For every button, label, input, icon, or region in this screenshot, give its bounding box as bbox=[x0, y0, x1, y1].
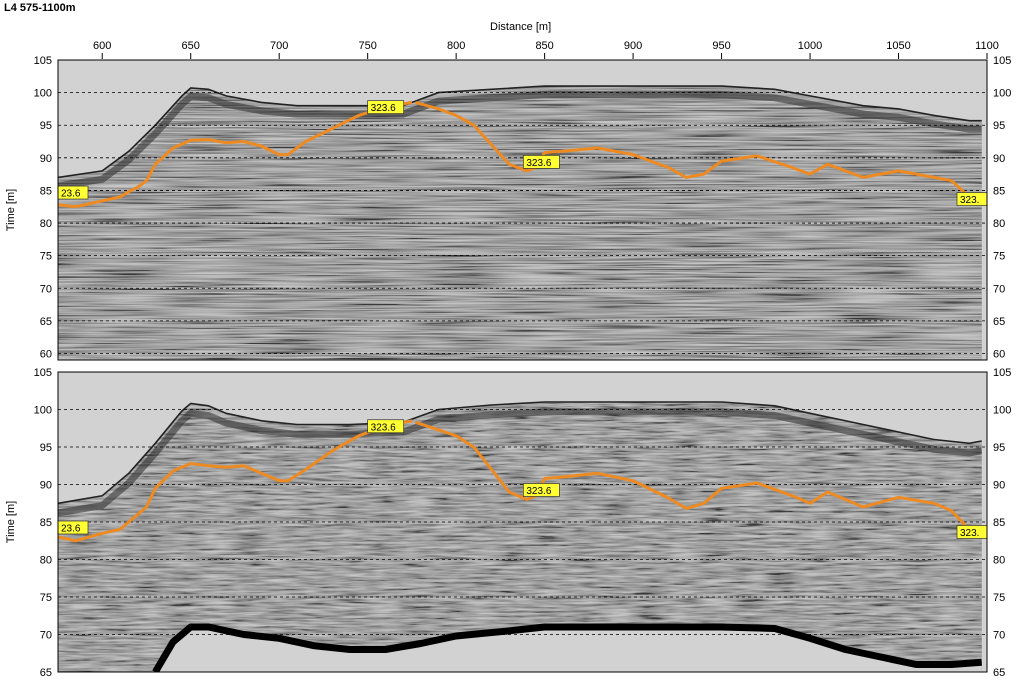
y-tick-label-right-9: 105 bbox=[993, 55, 1011, 67]
horizon-marker-2: 323.6 bbox=[523, 155, 560, 169]
y-axis-label: Time [m] bbox=[5, 501, 17, 543]
horizon-line-1 bbox=[414, 100, 979, 202]
y-tick-label-right-8: 100 bbox=[993, 88, 1011, 100]
y-tick-label-left-4: 80 bbox=[40, 218, 52, 230]
y-tick-label-right-5: 85 bbox=[993, 185, 1005, 197]
y-tick-label-left-4: 85 bbox=[40, 517, 52, 529]
horizon-marker-3: 323. bbox=[956, 525, 987, 539]
plot-frame bbox=[57, 371, 988, 673]
y-tick-label-right-4: 85 bbox=[993, 517, 1005, 529]
horizon-marker-1: 323.6 bbox=[367, 100, 405, 114]
y-tick-label-left-0: 65 bbox=[40, 667, 52, 679]
y-tick-label-left-5: 85 bbox=[40, 185, 52, 197]
horizon-marker-1: 323.6 bbox=[367, 419, 405, 433]
y-tick-label-right-5: 90 bbox=[993, 480, 1005, 492]
horizon-line-0 bbox=[58, 419, 413, 543]
y-tick-label-right-2: 70 bbox=[993, 283, 1005, 295]
y-tick-label-right-6: 95 bbox=[993, 442, 1005, 454]
marker-label: 23.6 bbox=[61, 189, 81, 200]
marker-label: 23.6 bbox=[61, 524, 81, 535]
surface-reflector bbox=[58, 85, 982, 179]
y-tick-label-left-7: 95 bbox=[40, 120, 52, 132]
x-axis-label: Distance [m] bbox=[490, 21, 552, 33]
y-tick-label-left-3: 75 bbox=[40, 251, 52, 263]
x-tick-label-8: 1000 bbox=[798, 40, 822, 52]
y-tick-label-left-7: 100 bbox=[34, 405, 52, 417]
x-tick-label-6: 900 bbox=[624, 40, 642, 52]
y-tick-label-left-1: 65 bbox=[40, 316, 52, 328]
marker-label: 323. bbox=[960, 195, 979, 206]
y-tick-label-left-6: 95 bbox=[40, 442, 52, 454]
x-tick-label-7: 950 bbox=[712, 40, 730, 52]
plot-area: 23.6 323.6 323.6 323. bbox=[58, 60, 987, 360]
marker-label: 323. bbox=[960, 528, 979, 539]
chart-title: L4 575-1100m bbox=[4, 2, 76, 14]
radar-signal bbox=[58, 86, 982, 360]
y-tick-label-left-0: 60 bbox=[40, 348, 52, 360]
x-tick-label-2: 700 bbox=[270, 40, 288, 52]
marker-label: 323.6 bbox=[526, 158, 551, 169]
y-tick-label-left-2: 70 bbox=[40, 283, 52, 295]
y-tick-label-right-7: 95 bbox=[993, 120, 1005, 132]
x-tick-label-3: 750 bbox=[358, 40, 376, 52]
y-tick-label-left-3: 80 bbox=[40, 555, 52, 567]
y-tick-label-left-5: 90 bbox=[40, 480, 52, 492]
surface-reflector bbox=[58, 401, 982, 505]
basement-area bbox=[155, 627, 982, 672]
marker-label: 323.6 bbox=[371, 103, 396, 114]
x-tick-label-0: 600 bbox=[93, 40, 111, 52]
panel-top: 23.6 323.6 323.6 323. 60 60 65 65 70 70 75 75 80 80 85… bbox=[5, 55, 1011, 361]
y-tick-label-left-8: 100 bbox=[34, 88, 52, 100]
y-tick-label-right-0: 65 bbox=[993, 667, 1005, 679]
horizon-marker-3: 323. bbox=[956, 192, 987, 206]
y-tick-label-left-2: 75 bbox=[40, 592, 52, 604]
y-tick-label-right-3: 80 bbox=[993, 555, 1005, 567]
y-tick-label-right-8: 105 bbox=[993, 367, 1011, 379]
y-tick-label-right-6: 90 bbox=[993, 153, 1005, 165]
y-tick-label-right-0: 60 bbox=[993, 348, 1005, 360]
basement-reflector bbox=[152, 623, 982, 672]
horizon-marker-0: 23.6 bbox=[58, 185, 89, 200]
y-tick-label-right-1: 65 bbox=[993, 316, 1005, 328]
x-tick-label-10: 1100 bbox=[975, 40, 999, 52]
marker-label: 323.6 bbox=[371, 422, 396, 433]
horizon-marker-0: 23.6 bbox=[58, 520, 89, 535]
x-tick-label-1: 650 bbox=[182, 40, 200, 52]
y-tick-label-left-6: 90 bbox=[40, 153, 52, 165]
x-tick-label-4: 800 bbox=[447, 40, 465, 52]
plot-frame bbox=[57, 59, 988, 361]
horizon-line-0 bbox=[58, 100, 413, 209]
y-tick-label-left-8: 105 bbox=[34, 367, 52, 379]
y-tick-label-right-7: 100 bbox=[993, 405, 1011, 417]
y-tick-label-right-3: 75 bbox=[993, 251, 1005, 263]
panel-bottom: 23.6 323.6 323.6 323. 65 65 70 70 75 75 80 80 85 85 90… bbox=[5, 367, 1011, 679]
marker-label: 323.6 bbox=[526, 486, 551, 497]
horizon-line-1 bbox=[414, 420, 979, 537]
x-tick-label-9: 1050 bbox=[886, 40, 910, 52]
x-axis-ticks: 600 650 700 750 800 850 900 950 1000 1050 1100 bbox=[93, 40, 999, 59]
y-tick-label-right-1: 70 bbox=[993, 630, 1005, 642]
y-axis-label: Time [m] bbox=[5, 189, 17, 231]
horizon-marker-2: 323.6 bbox=[523, 483, 560, 497]
y-tick-label-right-4: 80 bbox=[993, 218, 1005, 230]
plot-area: 23.6 323.6 323.6 323. bbox=[58, 372, 987, 672]
y-tick-label-left-9: 105 bbox=[34, 55, 52, 67]
y-tick-label-right-2: 75 bbox=[993, 592, 1005, 604]
y-tick-label-left-1: 70 bbox=[40, 630, 52, 642]
x-tick-label-5: 850 bbox=[535, 40, 553, 52]
